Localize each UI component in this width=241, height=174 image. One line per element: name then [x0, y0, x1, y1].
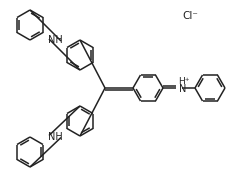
Text: NH: NH	[48, 132, 62, 141]
Text: Cl⁻: Cl⁻	[182, 11, 198, 21]
Text: NH: NH	[48, 35, 62, 45]
Text: H⁺: H⁺	[178, 77, 190, 85]
Text: N: N	[179, 84, 186, 94]
